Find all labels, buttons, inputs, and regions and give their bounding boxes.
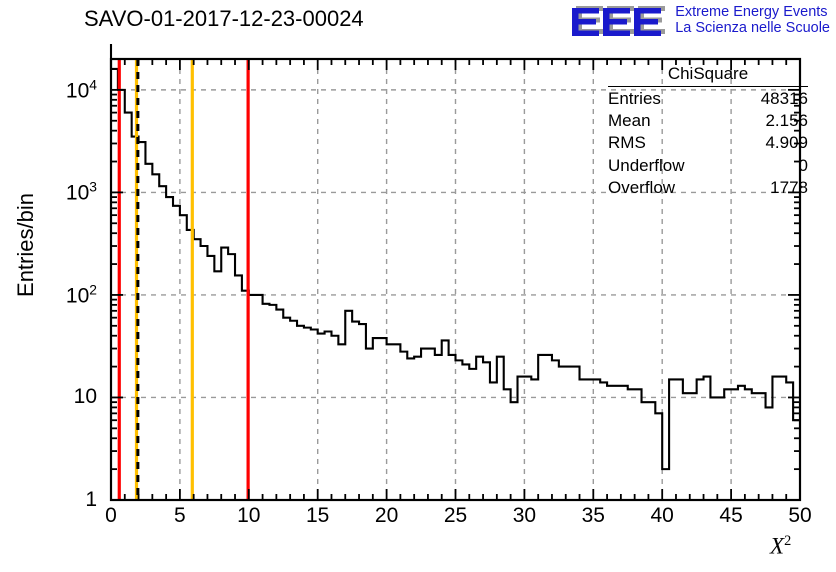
x-tick-label: 50 (788, 504, 812, 527)
stats-row-entries: Entries 48316 (608, 87, 808, 109)
y-tick-exponent: 2 (89, 281, 97, 298)
y-tick-label: 102 (0, 281, 97, 308)
stats-row-key: Overflow (608, 178, 676, 198)
stats-row-key: RMS (608, 133, 646, 153)
eee-logo: Extreme Energy Events La Scienza nelle S… (569, 3, 830, 39)
x-tick-label: 20 (374, 504, 399, 527)
stats-row-overflow: Overflow 1778 (608, 177, 808, 199)
eee-logo-text: Extreme Energy Events La Scienza nelle S… (675, 3, 830, 36)
page-title: SAVO-01-2017-12-23-00024 (84, 6, 364, 31)
stats-row-key: Underflow (608, 155, 685, 175)
stats-row-mean: Mean 2.156 (608, 109, 808, 131)
stats-row-rms: RMS 4.909 (608, 132, 808, 154)
x-tick-label: 25 (443, 504, 468, 527)
x-tick-label: 0 (105, 504, 117, 527)
x-tick-label: 5 (174, 504, 186, 527)
stats-row-value: 2.156 (765, 110, 808, 130)
cut-markers (117, 59, 250, 500)
x-axis-label-base: X (770, 533, 785, 559)
stats-row-value: 4.909 (765, 133, 808, 153)
x-tick-label: 45 (719, 504, 743, 527)
plot-frame (109, 57, 802, 502)
y-tick-label: 1 (85, 488, 97, 511)
stats-row-key: Entries (608, 88, 661, 108)
stats-row-key: Mean (608, 110, 651, 130)
x-tick-label: 15 (306, 504, 330, 527)
x-tick-label: 30 (512, 504, 537, 527)
y-tick-exponent: 4 (89, 76, 97, 93)
x-tick-label: 10 (237, 504, 261, 527)
stats-box: ChiSquare Entries 48316 Mean 2.156 RMS 4.909 U… (608, 64, 808, 199)
eee-mark-icon (569, 3, 669, 39)
stats-row-underflow: Underflow 0 (608, 154, 808, 176)
x-axis-label: X2 (770, 533, 791, 560)
x-axis-label-exponent: 2 (784, 533, 792, 549)
y-tick-exponent: 3 (89, 178, 97, 195)
x-tick-label: 35 (581, 504, 605, 527)
y-tick-base: 10 (65, 79, 90, 103)
stats-box-title: ChiSquare (608, 64, 808, 87)
x-tick-label: 40 (650, 504, 674, 527)
y-tick-label: 10 (73, 385, 97, 409)
stats-box-rows: Entries 48316 Mean 2.156 RMS 4.909 Underflow 0 O… (608, 87, 808, 199)
y-tick-base: 10 (65, 284, 90, 308)
y-tick-label: 103 (0, 179, 97, 206)
y-tick-label: 104 (0, 76, 97, 103)
eee-logo-line1: Extreme Energy Events (675, 4, 828, 20)
stats-row-value: 0 (798, 155, 808, 175)
stats-row-value: 1778 (770, 178, 808, 198)
eee-logo-line2: La Scienza nelle Scuole (675, 20, 830, 37)
stats-row-value: 48316 (760, 88, 808, 108)
y-tick-base: 10 (65, 181, 90, 205)
histogram-curve (109, 44, 800, 471)
